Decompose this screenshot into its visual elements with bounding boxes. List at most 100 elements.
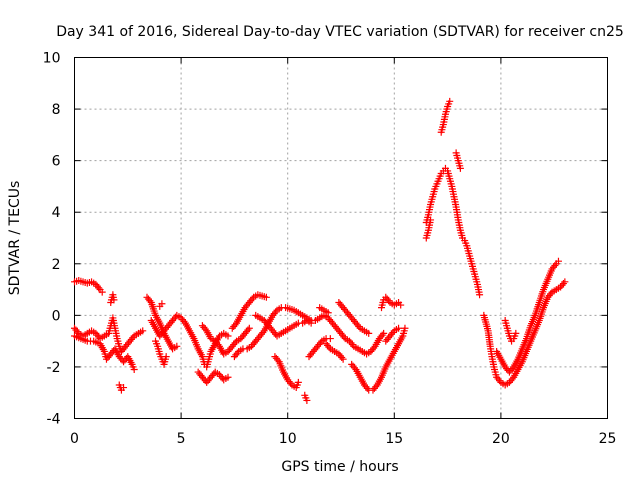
series-s30 — [501, 317, 520, 345]
data-point — [427, 216, 435, 224]
data-point-interp — [214, 341, 222, 349]
data-point — [476, 291, 484, 299]
data-point-interp — [325, 343, 333, 351]
data-point-interp — [559, 280, 567, 288]
data-point-interp — [372, 383, 380, 391]
series-s27 — [452, 149, 464, 172]
data-point-interp — [340, 333, 348, 341]
series-s23 — [382, 324, 403, 345]
data-point-interp — [389, 329, 397, 337]
y-tick-label: 0 — [52, 308, 61, 324]
y-tick-label: 10 — [43, 51, 61, 67]
data-point-interp — [547, 290, 555, 298]
y-tick-label: 6 — [52, 154, 61, 170]
plot-frame — [74, 57, 608, 419]
data-point — [162, 353, 170, 361]
data-point-interp — [351, 364, 359, 372]
data-point — [262, 293, 270, 301]
data-point — [224, 373, 232, 381]
data-point-interp — [180, 317, 188, 325]
data-point-interp — [316, 339, 324, 347]
data-point-interp — [231, 321, 239, 329]
data-point-interp — [355, 323, 363, 331]
series-s29 — [493, 257, 562, 376]
x-tick-label: 0 — [70, 431, 79, 447]
x-tick-label: 20 — [492, 431, 510, 447]
data-point-interp — [129, 334, 137, 342]
series-s10 — [198, 322, 253, 358]
series-s8 — [152, 337, 170, 368]
data-point-interp — [248, 295, 256, 303]
axis-ticks: 0 5 10 15 20 25 -4 -2 0 2 4 6 8 10 — [43, 51, 617, 448]
data-point-interp — [348, 341, 356, 349]
data-point-interp — [551, 262, 559, 270]
series-s16 — [301, 391, 311, 404]
data-point-interp — [385, 297, 393, 305]
x-tick-label: 10 — [279, 431, 297, 447]
x-tick-label: 15 — [385, 431, 403, 447]
data-marks — [71, 97, 569, 404]
series-s12 — [228, 291, 270, 332]
data-point — [307, 319, 315, 327]
data-point — [158, 300, 166, 308]
data-point — [324, 309, 332, 317]
data-point — [173, 342, 181, 350]
series-s19 — [316, 304, 332, 317]
data-point — [395, 324, 403, 332]
series-s21 — [348, 324, 409, 394]
data-point-interp — [231, 339, 239, 347]
series-s2 — [71, 314, 147, 355]
y-tick-label: 2 — [52, 257, 61, 273]
series-s14 — [252, 311, 315, 340]
data-point-interp — [244, 326, 252, 334]
data-point-interp — [274, 356, 282, 364]
series-s11 — [194, 368, 232, 386]
series-s25 — [422, 216, 435, 242]
data-point-interp — [146, 297, 154, 305]
series-s3 — [71, 332, 138, 374]
chart-title: Day 341 of 2016, Sidereal Day-to-day VTE… — [56, 24, 624, 40]
data-point — [303, 396, 311, 404]
data-point — [98, 288, 106, 296]
data-point — [397, 301, 405, 309]
grid — [74, 57, 608, 419]
data-point-interp — [338, 353, 346, 361]
data-point-interp — [287, 379, 295, 387]
data-point-interp — [370, 344, 378, 352]
x-axis-label: GPS time / hours — [281, 459, 398, 475]
data-point-interp — [272, 308, 280, 316]
x-tick-label: 5 — [177, 431, 186, 447]
series-s7 — [147, 311, 232, 371]
data-point — [326, 335, 334, 343]
data-point — [245, 324, 253, 332]
data-point — [130, 366, 138, 374]
data-point-interp — [508, 365, 516, 373]
series-s24 — [422, 164, 484, 299]
data-point — [365, 329, 373, 337]
series-s13 — [230, 304, 388, 361]
data-point — [380, 329, 388, 337]
data-point-interp — [378, 331, 386, 339]
data-point — [554, 257, 562, 265]
series-s26 — [437, 97, 454, 136]
series-s18 — [322, 340, 347, 363]
data-point — [456, 164, 464, 172]
y-tick-label: 4 — [52, 205, 61, 221]
series-s5 — [107, 291, 118, 306]
y-tick-label: -4 — [47, 412, 61, 428]
y-tick-label: 8 — [52, 102, 61, 118]
series-s9 — [156, 300, 166, 310]
series-s17 — [305, 335, 334, 361]
series-s28 — [480, 278, 569, 389]
data-point-interp — [73, 328, 81, 336]
data-point-interp — [363, 384, 371, 392]
series-s4 — [115, 381, 128, 394]
series-s20 — [335, 298, 373, 337]
data-point-interp — [259, 329, 267, 337]
data-point — [110, 296, 118, 304]
series-s15 — [271, 353, 302, 392]
y-axis-label: SDTVAR / TECUs — [7, 181, 23, 296]
data-point — [446, 97, 454, 105]
data-point-interp — [233, 349, 241, 357]
